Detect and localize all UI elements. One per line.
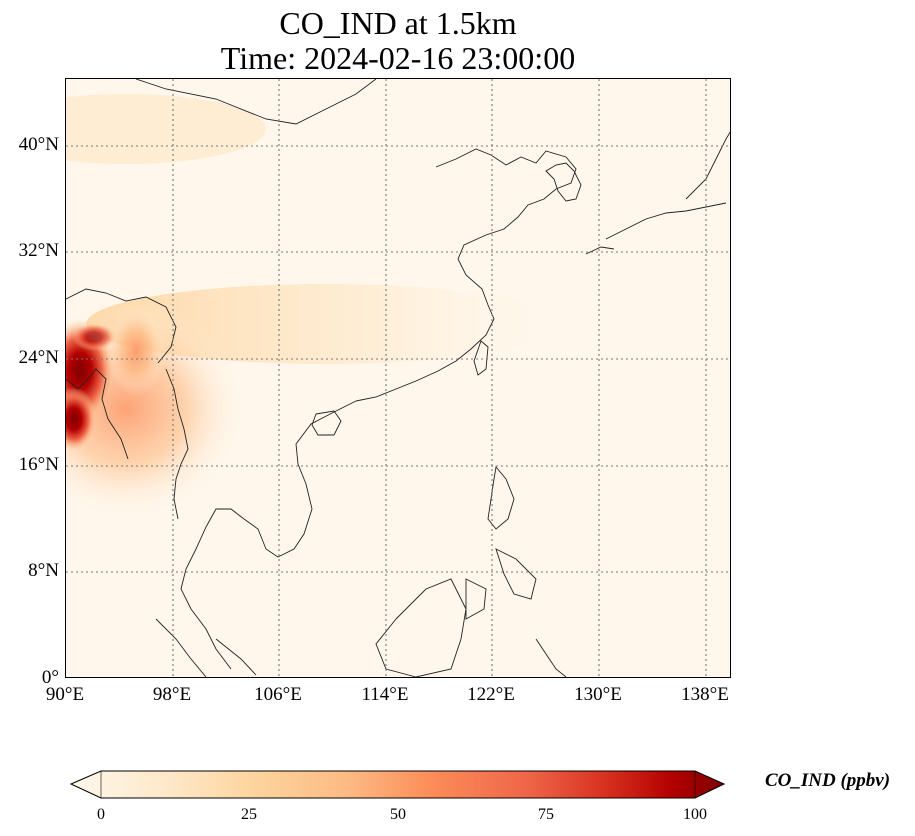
colorbar xyxy=(70,770,725,799)
field-hotspot-south xyxy=(66,387,96,451)
map-title-line2: Time: 2024-02-16 23:00:00 xyxy=(220,40,576,76)
colorbar-tick-75: 75 xyxy=(538,806,554,823)
lon-tick-114e: 114°E xyxy=(361,684,409,705)
field-north-band xyxy=(66,94,266,164)
map-title-line1: CO_IND at 1.5km xyxy=(279,5,517,41)
lat-tick-0: 0° xyxy=(41,667,59,688)
lat-tick-8n: 8°N xyxy=(28,560,59,581)
lat-tick-40n: 40°N xyxy=(18,134,59,155)
colorbar-tick-100: 100 xyxy=(683,806,707,823)
lon-tick-130e: 130°E xyxy=(574,684,622,705)
colorbar-tick-0: 0 xyxy=(97,806,105,823)
lon-tick-98e: 98°E xyxy=(152,684,192,705)
colorbar-tick-50: 50 xyxy=(390,806,406,823)
colorbar-gradient xyxy=(70,770,725,799)
map-canvas xyxy=(66,79,730,677)
colorbar-label: CO_IND (ppbv) xyxy=(765,770,891,791)
lon-tick-90e: 90°E xyxy=(45,684,85,705)
colorbar-tick-25: 25 xyxy=(241,806,257,823)
gridlines xyxy=(66,79,730,677)
map-panel xyxy=(65,78,731,678)
lon-tick-138e: 138°E xyxy=(681,684,729,705)
lat-tick-16n: 16°N xyxy=(18,454,59,475)
lon-tick-122e: 122°E xyxy=(467,684,515,705)
lon-tick-106e: 106°E xyxy=(254,684,302,705)
lat-tick-24n: 24°N xyxy=(18,347,59,368)
field-warm-plume-core xyxy=(106,306,166,396)
lat-tick-32n: 32°N xyxy=(18,240,59,261)
field-hotspot-upper xyxy=(72,323,116,351)
coastlines xyxy=(66,79,730,677)
